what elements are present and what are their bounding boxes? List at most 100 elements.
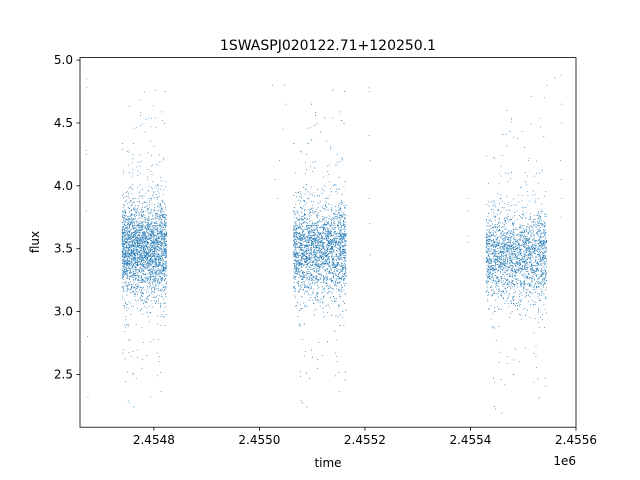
data-point (133, 260, 134, 262)
data-point (137, 225, 138, 227)
data-point (335, 300, 337, 302)
data-point (141, 224, 143, 226)
data-point (345, 233, 347, 235)
data-point (141, 188, 143, 190)
data-point (130, 244, 132, 246)
data-point (154, 226, 156, 227)
data-point (127, 232, 128, 234)
data-point (165, 266, 167, 268)
data-point (123, 304, 125, 306)
data-point (320, 278, 322, 280)
data-point (123, 259, 124, 260)
data-point (148, 185, 150, 187)
data-point (327, 261, 329, 263)
data-point (148, 217, 150, 218)
data-point (154, 272, 156, 274)
data-point (148, 260, 150, 262)
data-point (137, 231, 138, 233)
data-point (149, 235, 151, 236)
data-point (142, 273, 144, 275)
data-point (311, 186, 312, 188)
data-point (312, 170, 314, 172)
data-point (164, 249, 166, 250)
data-point (313, 270, 315, 272)
data-point (150, 284, 151, 286)
data-point (155, 225, 157, 227)
data-point (329, 252, 331, 254)
data-point (155, 187, 157, 189)
data-point (336, 287, 338, 289)
data-point (301, 219, 303, 221)
data-point (137, 246, 139, 248)
data-point (150, 250, 152, 251)
data-point (300, 233, 301, 235)
data-point (144, 252, 146, 254)
data-point (141, 277, 142, 278)
data-point (132, 265, 134, 267)
data-point (155, 279, 157, 281)
data-point (133, 221, 135, 223)
data-point (150, 269, 151, 270)
data-point (339, 230, 340, 231)
data-point (343, 279, 345, 281)
data-point (132, 202, 134, 203)
data-point (156, 285, 158, 287)
data-point (139, 270, 140, 272)
data-point (125, 273, 127, 275)
data-point (156, 238, 157, 240)
data-point (164, 216, 166, 218)
data-point (154, 259, 156, 261)
data-point (121, 262, 123, 264)
data-point (136, 208, 138, 210)
data-point (152, 229, 154, 231)
data-point (138, 275, 140, 277)
data-point (130, 254, 132, 256)
data-point (128, 260, 130, 261)
data-point (338, 209, 340, 211)
data-point (154, 279, 156, 281)
data-point (150, 234, 152, 236)
data-point (131, 243, 133, 245)
data-point (334, 210, 336, 212)
data-point (300, 256, 302, 258)
data-point (127, 275, 128, 277)
data-point (136, 231, 138, 233)
data-point (299, 289, 301, 290)
data-point (154, 300, 156, 302)
data-point (135, 263, 137, 265)
data-point (298, 267, 300, 269)
data-point (145, 273, 146, 275)
data-point (315, 240, 316, 241)
data-point (338, 233, 340, 234)
data-point (141, 264, 143, 266)
data-point (138, 224, 140, 226)
data-point (140, 264, 142, 266)
data-point (339, 210, 341, 211)
data-point (160, 210, 161, 212)
data-point (322, 300, 324, 302)
data-point (132, 270, 134, 272)
data-point (164, 218, 166, 220)
data-point (121, 238, 123, 240)
data-point (139, 221, 141, 223)
data-point (133, 248, 134, 250)
data-point (295, 224, 297, 225)
data-point (310, 239, 312, 241)
data-point (158, 237, 159, 238)
data-point (121, 232, 123, 234)
data-point (151, 237, 152, 239)
data-point (323, 258, 324, 259)
data-point (296, 232, 298, 233)
data-point (152, 272, 154, 273)
data-point (154, 246, 156, 248)
data-point (310, 274, 312, 276)
data-point (150, 242, 152, 244)
data-point (327, 237, 329, 239)
data-point (296, 260, 297, 262)
data-point (136, 262, 138, 264)
data-point (144, 217, 146, 218)
data-point (135, 271, 137, 273)
data-point (334, 216, 336, 218)
data-point (158, 270, 160, 271)
data-point (122, 235, 124, 237)
